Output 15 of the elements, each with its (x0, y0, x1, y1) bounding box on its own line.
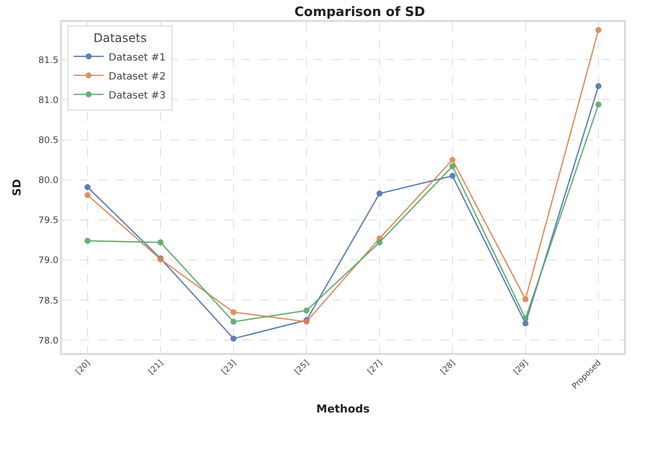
x-axis-title: Methods (316, 402, 370, 416)
y-tick-label: 78.5 (38, 296, 58, 306)
legend-label: Dataset #1 (108, 52, 166, 64)
y-tick-label: 79.5 (38, 216, 58, 226)
y-tick-label: 80.0 (38, 176, 59, 186)
legend-label: Dataset #3 (108, 90, 166, 102)
y-tick-label: 80.5 (38, 136, 58, 146)
chart-title: Comparison of SD (294, 4, 426, 20)
legend-label: Dataset #2 (108, 71, 166, 82)
y-tick-label: 78.0 (38, 336, 59, 346)
y-tick-label: 81.0 (38, 96, 59, 106)
y-axis-title: SD (10, 178, 24, 196)
y-tick-label: 79.0 (38, 256, 59, 266)
y-tick-label: 81.5 (38, 56, 58, 66)
legend-title: Datasets (93, 30, 147, 45)
